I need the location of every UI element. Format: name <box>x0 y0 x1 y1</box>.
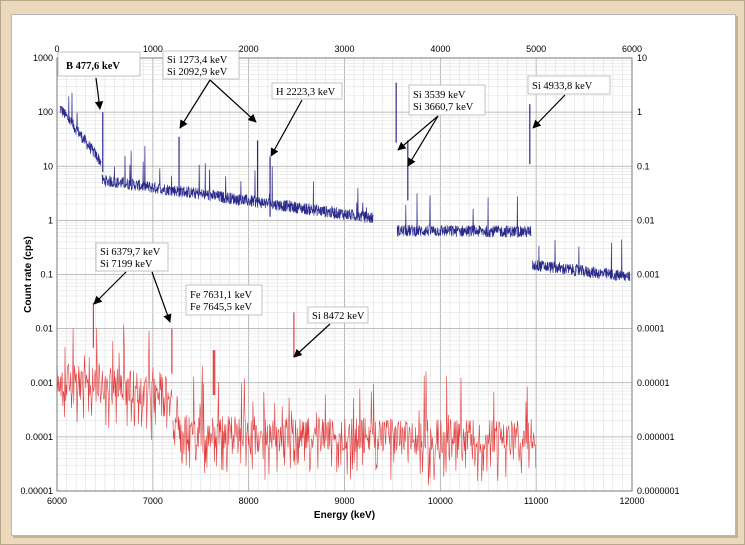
annotation-box <box>162 50 240 80</box>
annotation-box <box>95 242 169 272</box>
y-tick-label-right: 1 <box>637 107 642 117</box>
annotation-box <box>271 82 343 100</box>
annotation-label: Si 6379,7 keV <box>100 247 161 258</box>
x-tick-label-bottom: 10000 <box>428 496 453 506</box>
annotation-box <box>185 284 263 316</box>
annotation-label: Si 4933,8 keV <box>532 81 593 92</box>
annotation-box <box>57 51 141 77</box>
x-tick-label-bottom: 9000 <box>334 496 354 506</box>
annotation-8: Si 8472 keV <box>293 306 369 358</box>
annotation-box <box>527 75 611 95</box>
y-tick-label-left: 0.001 <box>30 378 53 388</box>
y-tick-label-right: 10 <box>637 53 647 63</box>
annotation-box <box>408 84 486 116</box>
annotation-label: H 2223,3 keV <box>276 87 336 98</box>
annotation-arrow <box>407 115 439 167</box>
plot-border <box>56 57 633 492</box>
y-tick-label-left: 0.00001 <box>20 486 53 496</box>
x-tick-label-top: 0 <box>54 44 59 54</box>
annotation-arrow <box>270 99 303 157</box>
annotation-1: B 477,6 keV <box>57 51 141 110</box>
annotation-label: Si 1273,4 keV <box>167 55 228 66</box>
series-lower-spectrum <box>56 302 537 486</box>
x-tick-label-bottom: 7000 <box>143 496 163 506</box>
annotation-label: Si 3539 keV <box>413 90 466 101</box>
x-tick-label-top: 1000 <box>143 44 163 54</box>
annotation-arrow <box>532 94 566 129</box>
annotation-arrow <box>151 271 172 323</box>
annotation-label: Si 2092,9 keV <box>167 67 228 78</box>
y-axis-title: Count rate (cps) <box>23 236 34 313</box>
plot-series <box>56 82 631 486</box>
annotation-arrow <box>293 323 331 358</box>
y-tick-label-left: 0.0001 <box>25 432 53 442</box>
y-tick-label-right: 0.00001 <box>637 378 670 388</box>
annotation-3: H 2223,3 keV <box>270 82 343 157</box>
y-tick-label-right: 0.0001 <box>637 324 665 334</box>
y-tick-label-left: 1000 <box>33 53 53 63</box>
annotation-label: Si 3660,7 keV <box>413 102 474 113</box>
annotation-box <box>307 306 369 324</box>
annotation-arrow <box>93 271 127 305</box>
y-tick-label-right: 0.1 <box>637 161 650 171</box>
y-tick-label-right: 0.01 <box>637 215 655 225</box>
series-upper-spectrum <box>59 82 631 282</box>
annotation-arrow <box>209 79 257 123</box>
annotation-label: B 477,6 keV <box>66 61 120 72</box>
series-line <box>56 324 537 486</box>
y-tick-label-right: 0.001 <box>637 270 660 280</box>
x-tick-label-bottom: 6000 <box>47 496 67 506</box>
annotation-label: Si 7199 keV <box>100 259 153 270</box>
x-axis-title: Energy (keV) <box>314 510 375 521</box>
x-tick-label-bottom: 12000 <box>619 496 644 506</box>
y-tick-label-right: 0.0000001 <box>637 486 680 496</box>
annotation-arrow <box>397 115 439 151</box>
annotation-5: Si 4933,8 keV <box>527 75 611 129</box>
x-tick-label-top: 2000 <box>239 44 259 54</box>
series-line <box>59 92 631 282</box>
y-tick-label-left: 100 <box>38 107 53 117</box>
annotation-label: Fe 7645,5 keV <box>190 302 253 313</box>
annotation-label: Si 8472 keV <box>312 311 365 322</box>
x-tick-label-bottom: 11000 <box>524 496 548 506</box>
annotation-label: Fe 7631,1 keV <box>190 290 253 301</box>
y-tick-label-right: 0.000001 <box>637 432 675 442</box>
y-tick-label-left: 1 <box>48 215 53 225</box>
x-tick-label-top: 6000 <box>622 44 642 54</box>
x-tick-label-bottom: 8000 <box>239 496 259 506</box>
x-tick-label-top: 4000 <box>430 44 450 54</box>
y-tick-label-left: 0.01 <box>35 324 53 334</box>
annotation-arrow <box>179 79 211 129</box>
y-tick-label-left: 10 <box>43 161 53 171</box>
y-tick-label-left: 0.1 <box>40 270 53 280</box>
x-tick-label-top: 5000 <box>526 44 546 54</box>
annotation-arrow <box>94 77 104 110</box>
x-tick-label-top: 3000 <box>334 44 354 54</box>
